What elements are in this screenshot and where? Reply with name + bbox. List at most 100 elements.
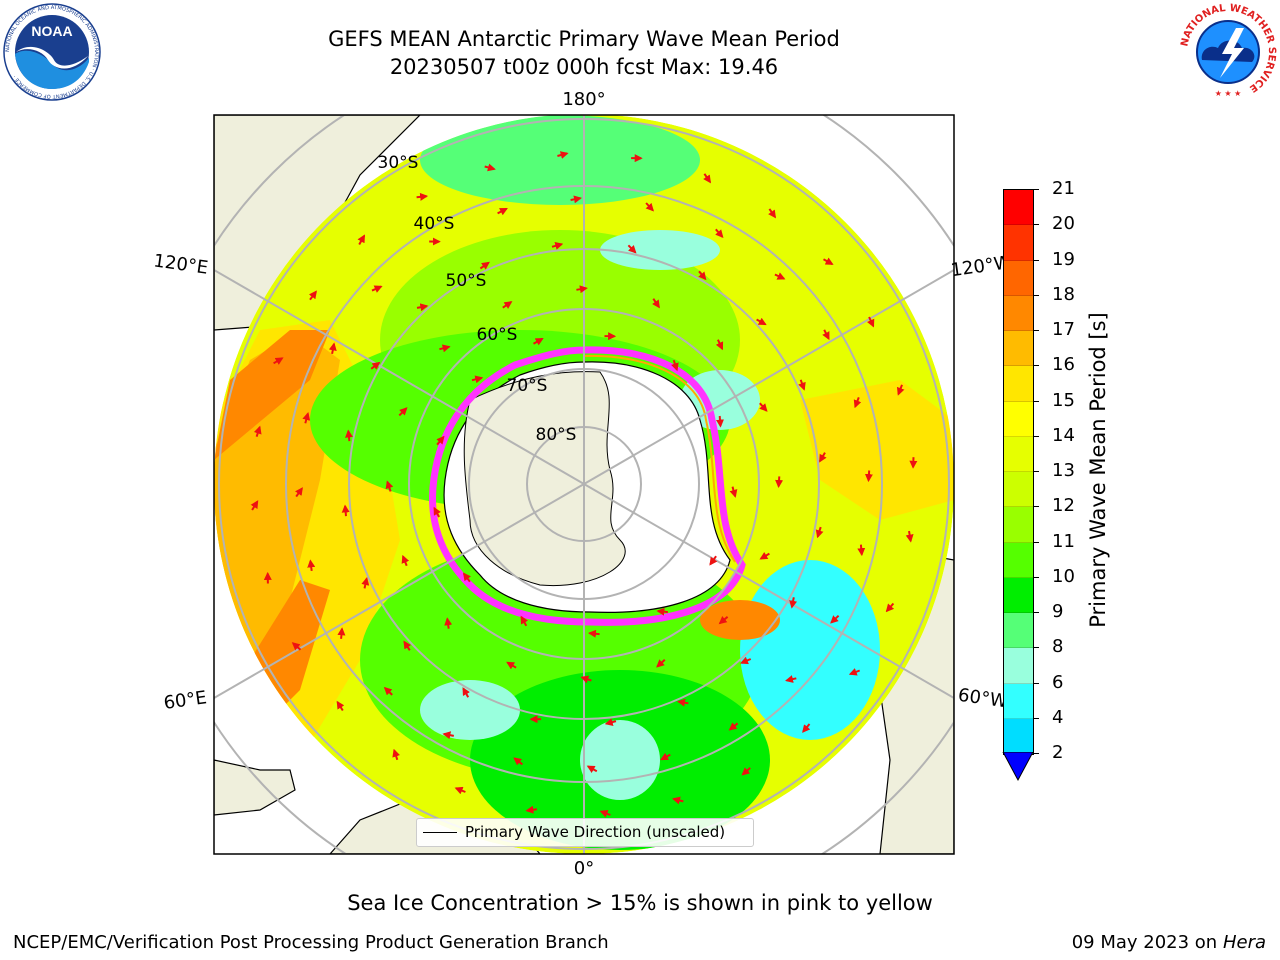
- wave-direction-arrow: [768, 208, 777, 219]
- wave-direction-arrow: [905, 530, 914, 543]
- wave-direction-arrow: [853, 397, 862, 409]
- footer-right: 09 May 2023 on Hera: [1072, 932, 1266, 953]
- wave-direction-arrow: [370, 361, 381, 370]
- wave-direction-arrow: [671, 359, 679, 372]
- map-legend: Primary Wave Direction (unscaled): [416, 818, 754, 847]
- wave-direction-arrow: [576, 285, 588, 294]
- wave-direction-arrow: [775, 476, 784, 488]
- wave-direction-arrow: [645, 202, 654, 212]
- wave-direction-arrow: [656, 659, 666, 668]
- wave-direction-arrow: [557, 151, 569, 159]
- colorbar-tick-mark: [1033, 682, 1039, 684]
- colorbar-segment: [1004, 648, 1033, 684]
- colorbar-tick-mark: [1033, 541, 1039, 543]
- colorbar-tick-label: 11: [1052, 530, 1075, 552]
- colorbar-tick-mark: [1033, 330, 1039, 331]
- colorbar-tick-label: 19: [1052, 248, 1075, 270]
- colorbar-tick-mark: [1033, 753, 1039, 754]
- wave-direction-arrow: [586, 765, 598, 774]
- colorbar-tick-mark: [1033, 224, 1039, 226]
- legend-label: Primary Wave Direction (unscaled): [465, 823, 726, 841]
- wave-direction-arrow: [715, 339, 724, 351]
- colorbar-tick-mark: [1033, 400, 1039, 402]
- colorbar-tick-label: 8: [1052, 636, 1064, 658]
- colorbar-segment: [1004, 260, 1033, 296]
- wave-direction-arrow: [253, 425, 262, 438]
- wave-direction-arrow: [741, 767, 751, 776]
- wave-direction-arrow: [471, 375, 484, 384]
- wave-direction-arrow: [442, 731, 454, 740]
- map-subtitle: 20230507 t00z 000h fcst Max: 19.46: [389, 55, 779, 79]
- wave-direction-arrow: [337, 627, 346, 639]
- wave-direction-arrow: [345, 429, 353, 442]
- colorbar-tick-label: 10: [1052, 565, 1075, 587]
- wave-direction-arrow: [774, 272, 786, 280]
- wave-direction-arrow: [672, 796, 684, 805]
- colorbar-tick-mark: [1033, 647, 1039, 649]
- colorbar-tick-label: 18: [1052, 283, 1075, 305]
- wave-direction-arrow: [848, 668, 861, 676]
- wave-direction-arrow: [403, 640, 412, 651]
- colorbar-tick-label: 4: [1052, 706, 1064, 728]
- wave-direction-arrow: [336, 700, 345, 712]
- wave-direction-arrow: [291, 642, 302, 651]
- wave-direction-arrow: [802, 723, 811, 733]
- colorbar-segment: [1004, 401, 1033, 437]
- wave-direction-arrow: [588, 629, 600, 638]
- wave-direction-arrow: [497, 207, 508, 216]
- wave-direction-arrow: [371, 285, 383, 293]
- colorbar-segment: [1004, 295, 1033, 331]
- wave-direction-arrow: [250, 500, 259, 511]
- footer-date: 09 May 2023 on: [1071, 932, 1218, 953]
- colorbar-label: Primary Wave Mean Period [s]: [1086, 312, 1110, 628]
- nws-logo: NATIONAL WEATHER SERVICE ★ ★ ★: [1179, 3, 1277, 100]
- graticule: [214, 115, 954, 854]
- wave-direction-arrow: [716, 415, 724, 428]
- wave-direction-arrow: [789, 597, 798, 609]
- colorbar-tick-mark: [1033, 365, 1039, 367]
- colorbar-extend-arrow: [1002, 752, 1034, 782]
- wave-direction-arrow: [715, 228, 724, 239]
- colorbar-tick-mark: [1033, 294, 1039, 296]
- wave-direction-arrow: [864, 470, 873, 483]
- wave-direction-arrow: [627, 244, 637, 254]
- sea-ice-note: Sea Ice Concentration > 15% is shown in …: [347, 891, 933, 915]
- wave-direction-arrows: [250, 151, 918, 818]
- colorbar-tick-label: 21: [1052, 178, 1075, 199]
- noaa-logo: NOAA NATIONAL OCEANIC AND ATMOSPHERIC AD…: [3, 3, 101, 101]
- wave-direction-arrow: [533, 337, 544, 346]
- wave-direction-arrow: [830, 614, 840, 624]
- colorbar-segment: [1004, 366, 1033, 402]
- wave-direction-arrow: [718, 616, 729, 625]
- colorbar-tick-mark: [1033, 576, 1039, 578]
- wave-direction-arrow: [798, 379, 806, 391]
- colorbar-segment: [1004, 542, 1033, 578]
- wave-direction-arrow: [822, 329, 830, 341]
- wave-direction-arrow: [815, 526, 824, 539]
- wave-direction-arrow: [513, 757, 524, 766]
- colorbar-segment: [1004, 683, 1033, 719]
- wave-direction-arrow: [392, 748, 400, 761]
- wave-direction-arrow: [307, 559, 316, 572]
- wave-direction-arrow: [439, 344, 451, 353]
- wave-direction-arrow: [580, 675, 592, 684]
- colorbar-tick-label: 6: [1052, 671, 1064, 693]
- legend-line-swatch: [423, 832, 457, 833]
- colorbar-tick-mark: [1033, 259, 1039, 261]
- wave-direction-arrow: [703, 173, 712, 184]
- wave-direction-arrow: [385, 480, 394, 492]
- wave-direction-arrow: [785, 675, 797, 683]
- wave-direction-arrow: [728, 722, 739, 731]
- colorbar-tick-mark: [1033, 506, 1039, 508]
- wave-direction-arrow: [433, 506, 441, 518]
- colorbar-segment: [1004, 613, 1033, 649]
- wave-direction-arrow: [444, 617, 453, 629]
- colorbar-tick-label: 13: [1052, 460, 1075, 481]
- colorbar-segment: [1004, 190, 1033, 226]
- lat-label-30s: 30°S: [378, 153, 419, 173]
- wave-direction-arrow: [896, 384, 905, 396]
- colorbar-segment: [1004, 472, 1033, 508]
- wave-direction-arrow: [709, 555, 718, 566]
- colorbar-tick-mark: [1033, 471, 1039, 472]
- wave-direction-arrow: [484, 163, 496, 172]
